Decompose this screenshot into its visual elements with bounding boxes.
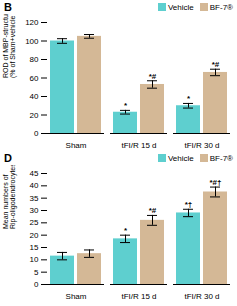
svg-text:Sham: Sham xyxy=(66,141,87,150)
svg-text:tFI/R 15 d: tFI/R 15 d xyxy=(121,292,156,301)
html-text:BF-7®: BF-7® xyxy=(209,153,233,163)
svg-text:15: 15 xyxy=(30,243,39,252)
svg-text:25: 25 xyxy=(30,218,39,227)
html-text:Vehicle: Vehicle xyxy=(168,153,194,163)
svg-text:*: * xyxy=(124,101,128,110)
svg-text:0: 0 xyxy=(34,129,39,138)
svg-text:20: 20 xyxy=(30,231,39,240)
html-text:Vehicle: Vehicle xyxy=(168,2,194,12)
svg-text:35: 35 xyxy=(30,194,39,203)
svg-text:0: 0 xyxy=(34,280,39,289)
svg-text:Mean numbers ofRip-oligodendro: Mean numbers ofRip-oligodendrocytes xyxy=(2,165,17,229)
svg-text:*: * xyxy=(124,226,128,235)
svg-text:100: 100 xyxy=(25,37,39,46)
svg-text:120: 120 xyxy=(25,18,39,27)
html-text:B: B xyxy=(4,1,12,13)
svg-text:*#: *# xyxy=(149,72,157,81)
svg-text:*: * xyxy=(187,94,191,103)
svg-text:ROD of MBP-structures(% of Sha: ROD of MBP-structures(% of Sham+vehicle … xyxy=(2,14,17,78)
html-text:BF-7®: BF-7® xyxy=(209,2,233,12)
svg-text:60: 60 xyxy=(30,74,39,83)
svg-text:tFI/R 15 d: tFI/R 15 d xyxy=(121,141,156,150)
svg-text:40: 40 xyxy=(30,181,39,190)
svg-text:10: 10 xyxy=(30,255,39,264)
svg-text:tFI/R 30 d: tFI/R 30 d xyxy=(184,141,219,150)
svg-text:20: 20 xyxy=(30,111,39,120)
svg-text:45: 45 xyxy=(30,169,39,178)
svg-text:30: 30 xyxy=(30,206,39,215)
svg-text:5: 5 xyxy=(34,268,39,277)
svg-text:40: 40 xyxy=(30,92,39,101)
svg-text:*#: *# xyxy=(149,206,157,215)
svg-text:tFI/R 30 d: tFI/R 30 d xyxy=(184,292,219,301)
svg-text:*#: *# xyxy=(212,60,220,69)
svg-text:Sham: Sham xyxy=(66,292,87,301)
html-text:D: D xyxy=(4,152,12,164)
svg-text:80: 80 xyxy=(30,55,39,64)
svg-text:*†: *† xyxy=(185,200,193,209)
svg-text:*#†: *#† xyxy=(209,178,221,187)
